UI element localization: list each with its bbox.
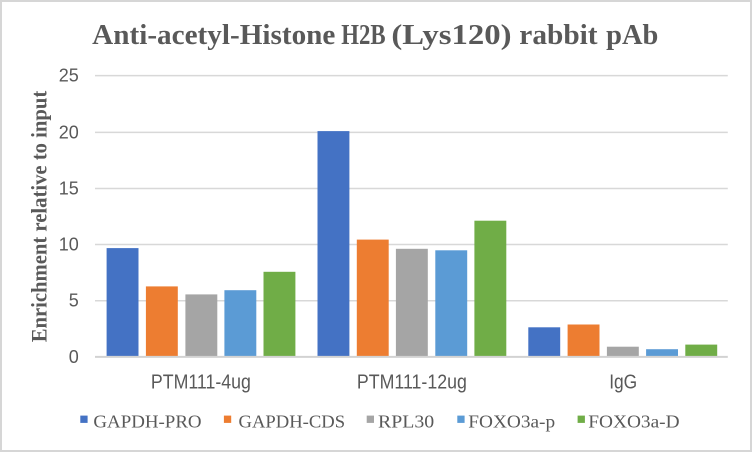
svg-text:(Lys120): (Lys120) xyxy=(391,20,511,51)
svg-text:IgG: IgG xyxy=(609,371,637,393)
svg-text:Enrichment relative to input: Enrichment relative to input xyxy=(27,90,52,342)
svg-text:20: 20 xyxy=(59,122,79,142)
svg-text:PTM111-12ug: PTM111-12ug xyxy=(357,371,467,393)
svg-text:PTM111-4ug: PTM111-4ug xyxy=(151,371,251,393)
svg-text:GAPDH-CDS: GAPDH-CDS xyxy=(239,411,346,431)
svg-text:GAPDH-PRO: GAPDH-PRO xyxy=(93,411,201,431)
svg-text:rabbit: rabbit xyxy=(519,20,598,51)
svg-text:FOXO3a-D: FOXO3a-D xyxy=(588,411,679,431)
svg-text:H2B: H2B xyxy=(341,20,385,51)
svg-text:5: 5 xyxy=(69,291,79,311)
svg-text:RPL30: RPL30 xyxy=(378,411,434,431)
svg-text:Anti-acetyl-Histone: Anti-acetyl-Histone xyxy=(92,20,335,51)
svg-text:pAb: pAb xyxy=(606,20,658,51)
svg-text:15: 15 xyxy=(59,179,79,199)
svg-text:10: 10 xyxy=(59,235,79,255)
svg-text:25: 25 xyxy=(59,66,79,86)
svg-text:0: 0 xyxy=(69,347,79,367)
svg-text:FOXO3a-p: FOXO3a-p xyxy=(468,411,555,431)
